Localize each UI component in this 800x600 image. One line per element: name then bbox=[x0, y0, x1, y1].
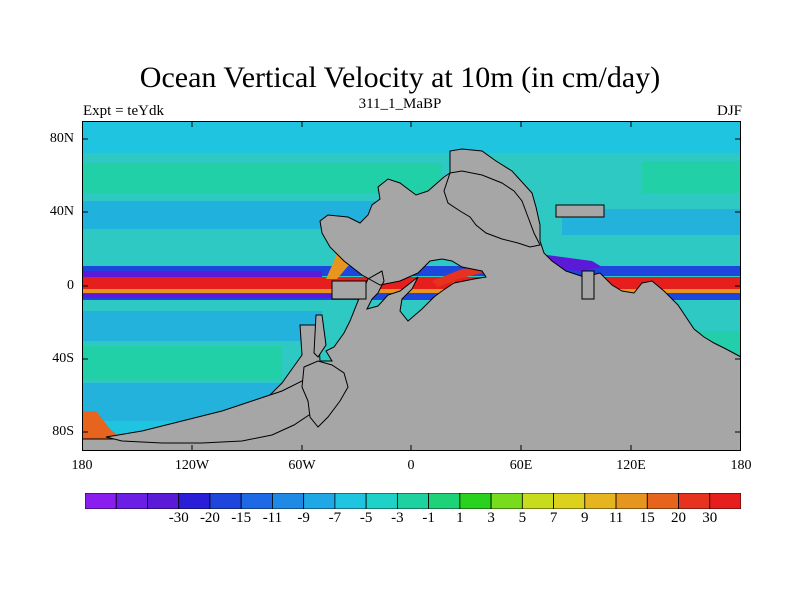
colorbar-swatch bbox=[85, 493, 117, 509]
velocity-map bbox=[82, 121, 741, 451]
colorbar-swatch bbox=[365, 493, 398, 509]
land-main-continent bbox=[82, 148, 741, 451]
colorbar-label: 7 bbox=[549, 510, 558, 526]
colorbar-swatch bbox=[584, 493, 617, 509]
y-tick-label: 80N bbox=[49, 131, 74, 146]
colorbar-label: -7 bbox=[328, 510, 342, 526]
colorbar-label: 1 bbox=[456, 510, 464, 526]
colorbar-label: -1 bbox=[422, 510, 435, 526]
land-western-sliver bbox=[313, 314, 327, 358]
x-tick-label: 60W bbox=[288, 458, 316, 473]
south-green-band bbox=[82, 346, 282, 380]
y-tick-label: 0 bbox=[67, 278, 74, 293]
land-island-tiny bbox=[581, 270, 595, 300]
colorbar-label: 11 bbox=[608, 510, 624, 526]
colorbar-swatch bbox=[396, 493, 430, 509]
colorbar-label: -9 bbox=[297, 510, 310, 526]
colorbar-swatch bbox=[209, 493, 242, 509]
colorbar-swatch bbox=[490, 493, 523, 509]
colorbar-swatch bbox=[240, 493, 273, 509]
colorbar-swatch bbox=[615, 493, 648, 509]
colorbar-swatch bbox=[521, 493, 554, 509]
land-mid-block bbox=[331, 280, 367, 300]
coastal-upwelling-south bbox=[82, 411, 122, 439]
colorbar-label: 3 bbox=[487, 510, 495, 526]
land-asia-north bbox=[443, 170, 541, 248]
colorbar-label: -11 bbox=[262, 510, 283, 526]
x-tick-label: 180 bbox=[71, 458, 93, 473]
x-tick-label: 0 bbox=[407, 458, 415, 473]
colorbar bbox=[85, 493, 741, 509]
colorbar-label: -30 bbox=[168, 510, 189, 526]
colorbar-label: -20 bbox=[199, 510, 220, 526]
colorbar-label: 30 bbox=[702, 510, 718, 526]
eq-purple-upper bbox=[82, 271, 322, 277]
colorbar-label: -5 bbox=[359, 510, 373, 526]
subtropic-south-blue bbox=[82, 311, 322, 341]
experiment-label: Expt = teYdk bbox=[83, 103, 164, 119]
colorbar-swatch bbox=[115, 493, 148, 509]
run-label: 311_1_MaBP bbox=[358, 96, 442, 112]
colorbar-swatch bbox=[272, 493, 305, 509]
colorbar-swatch bbox=[178, 493, 211, 509]
tick-marks bbox=[82, 121, 741, 451]
colorbar-swatch bbox=[553, 493, 586, 509]
x-tick-label: 60E bbox=[509, 458, 533, 473]
y-tick-label: 80S bbox=[52, 424, 74, 439]
map-title: Ocean Vertical Velocity at 10m (in cm/da… bbox=[139, 61, 661, 94]
colorbar-swatch bbox=[709, 493, 741, 509]
ocean-red-patch bbox=[432, 267, 486, 287]
y-tick-label: 40S bbox=[52, 351, 74, 366]
x-tick-label: 120E bbox=[616, 458, 646, 473]
colorbar-swatch bbox=[147, 493, 180, 509]
colorbar-swatch bbox=[459, 493, 492, 509]
colorbar-swatch bbox=[428, 493, 461, 509]
colorbar-swatch bbox=[678, 493, 711, 509]
season-label: DJF bbox=[716, 103, 742, 119]
colorbar-label: 15 bbox=[639, 510, 655, 526]
x-tick-label: 180 bbox=[730, 458, 752, 473]
colorbar-label: 9 bbox=[581, 510, 589, 526]
x-tick-label: 120W bbox=[174, 458, 210, 473]
colorbar-swatch bbox=[646, 493, 679, 509]
colorbar-label: 5 bbox=[518, 510, 527, 526]
colorbar-swatch bbox=[334, 493, 367, 509]
north-pacific-green bbox=[642, 161, 741, 193]
land-island-small bbox=[555, 204, 605, 218]
colorbar-label: -3 bbox=[391, 510, 404, 526]
colorbar-swatch bbox=[303, 493, 336, 509]
eq-blue-lower bbox=[82, 293, 741, 300]
land-southern-peninsula bbox=[301, 360, 349, 428]
eq-purple-lower bbox=[82, 294, 342, 298]
eq-orange bbox=[82, 289, 741, 293]
y-tick-label: 40N bbox=[49, 204, 74, 219]
colorbar-label: -15 bbox=[231, 510, 252, 526]
colorbar-label: 20 bbox=[671, 510, 687, 526]
